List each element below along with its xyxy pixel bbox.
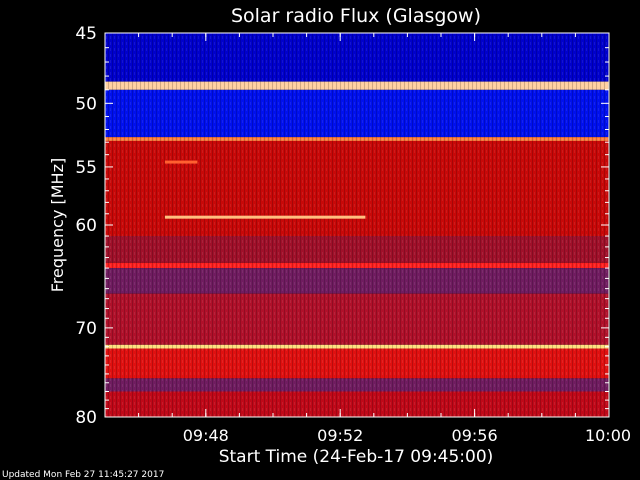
x-tick-label: 09:48 [183,426,229,445]
y-tick-label: 80 [75,408,97,428]
plot-area [105,33,609,417]
y-tick-label: 45 [75,24,97,44]
x-axis: 09:48 09:52 09:56 10:00 [138,33,631,445]
x-tick-label: 09:52 [317,426,363,445]
emission-feature [164,160,198,164]
x-tick-label: 09:56 [452,426,498,445]
noise-texture [105,33,609,417]
y-tick-label: 50 [75,94,97,114]
y-tick-label: 55 [75,158,97,178]
y-tick-label: 70 [75,319,97,339]
chart-title: Solar radio Flux (Glasgow) [231,5,481,27]
y-axis: 45 50 55 60 70 80 [75,24,609,428]
updated-footer: Updated Mon Feb 27 11:45:27 2017 [2,470,164,480]
y-axis-label: Frequency [MHz] [48,158,67,292]
emission-feature [164,215,366,219]
y-tick-label: 60 [75,216,97,236]
x-tick-label: 10:00 [585,426,631,445]
x-axis-label: Start Time (24-Feb-17 09:45:00) [219,447,494,467]
